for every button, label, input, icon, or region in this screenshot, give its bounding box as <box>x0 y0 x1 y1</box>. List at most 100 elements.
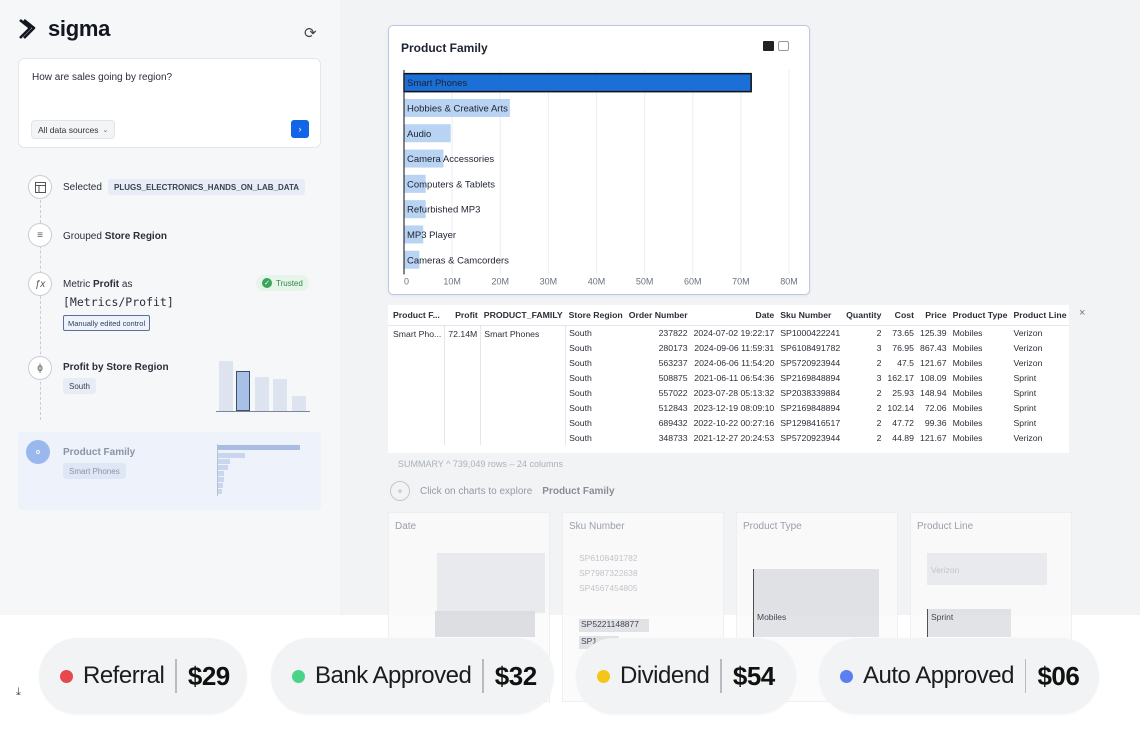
pill-bank-approved[interactable]: Bank Approved $32 <box>271 638 554 714</box>
column-header[interactable]: PRODUCT_FAMILY <box>480 305 566 326</box>
prompt-box[interactable]: How are sales going by region? All data … <box>18 58 321 148</box>
table-cell: 237822 <box>658 327 688 338</box>
product-type-card-title: Product Type <box>743 521 802 532</box>
prompt-question[interactable]: How are sales going by region? <box>32 72 173 83</box>
trusted-badge: ✓ Trusted <box>256 275 309 291</box>
profit-region-title[interactable]: Profit by Store Region <box>63 362 169 373</box>
table-cell: Mobiles <box>952 417 983 428</box>
table-cell: South <box>569 417 592 428</box>
step-selected-label: Selected <box>63 182 102 193</box>
thumb-hbar <box>218 453 245 458</box>
status-dot <box>840 669 853 683</box>
pill-referral[interactable]: Referral $29 <box>39 638 247 714</box>
table-row[interactable]: South 689432 2022-10-22 00:27:16 SP12984165… <box>388 415 1069 430</box>
table-summary[interactable]: SUMMARY ^ 739,049 rows – 24 columns <box>398 459 563 469</box>
compass-icon: ⚬ <box>390 481 410 501</box>
step-metric-label: Metric <box>63 279 91 290</box>
bar-computers-tablets[interactable] <box>404 174 426 193</box>
sku-item[interactable]: SP6108491782 <box>579 553 638 563</box>
table-view-icon[interactable] <box>763 41 774 51</box>
bar-refurbished-mp3[interactable] <box>404 200 426 219</box>
profit-region-thumbnail[interactable] <box>216 360 310 412</box>
pill-dividend[interactable]: Dividend $54 <box>576 638 796 714</box>
table-cell: 2 <box>876 357 882 368</box>
sku-item[interactable]: SP4567454805 <box>579 583 638 593</box>
table-cell: Mobiles <box>952 402 983 413</box>
table-cell: South <box>569 402 592 413</box>
pill-divider <box>482 659 484 693</box>
bar-camera-accessories[interactable] <box>404 149 444 168</box>
bar-cameras-camcorders[interactable] <box>404 250 420 269</box>
chart-title: Product Family <box>401 41 488 55</box>
column-header[interactable]: Product Line <box>1010 305 1069 326</box>
thumb-hbar <box>218 471 224 476</box>
column-header[interactable]: Profit <box>444 305 481 326</box>
product-family-thumbnail[interactable] <box>217 444 307 496</box>
table-row[interactable]: South 348733 2021-12-27 20:24:53 SP57209239… <box>388 430 1069 445</box>
table-cell: South <box>569 387 592 398</box>
table-row[interactable]: South 508875 2021-06-11 06:54:36 SP21698488… <box>388 370 1069 385</box>
bar-audio[interactable] <box>404 124 451 143</box>
table-row[interactable]: Smart Pho... 72.14M Smart Phones South 23782… <box>388 325 1069 445</box>
bar-mp3-player[interactable] <box>404 225 424 244</box>
explore-hint: ⚬ Click on charts to explore Product Fam… <box>390 481 615 501</box>
arrow-right-icon: › <box>298 124 302 134</box>
data-sources-dropdown[interactable]: All data sources ⌄ <box>31 120 116 139</box>
column-header[interactable]: Cost <box>884 305 917 326</box>
thumb-bar-selected <box>236 371 250 411</box>
bar-hobbies-creative-arts[interactable] <box>404 98 510 117</box>
column-header[interactable]: Quantity <box>843 305 885 326</box>
refresh-icon[interactable]: ⟳ <box>304 25 317 42</box>
table-cell: SP2038339884 <box>780 387 841 398</box>
brand-name: sigma <box>48 16 111 41</box>
column-header[interactable]: Product F... <box>388 305 445 326</box>
column-header[interactable]: Store Region <box>565 305 626 326</box>
pill-auto-approved[interactable]: Auto Approved $06 <box>819 638 1099 714</box>
table-cell: 148.94 <box>919 387 947 398</box>
table-row[interactable]: South 557022 2023-07-28 05:13:32 SP20383398… <box>388 385 1069 400</box>
group-cell-product-family[interactable]: Smart Pho... <box>388 325 446 445</box>
thumb-hbar <box>218 489 222 494</box>
column-header[interactable]: Price <box>916 305 950 326</box>
dataset-chip[interactable]: PLUGS_ELECTRONICS_HANDS_ON_LAB_DATA <box>108 179 306 195</box>
region-chip[interactable]: South <box>63 378 96 394</box>
column-header[interactable]: Product Type <box>949 305 1011 326</box>
table-cell: 2 <box>876 387 882 398</box>
sku-item[interactable]: SP5221148877 <box>579 619 649 632</box>
column-header[interactable]: Date <box>690 305 778 326</box>
product-family-chart[interactable]: 0 10M 20M 30M 40M 50M 60M 70M 80M Smart Phones Hob… <box>389 26 811 296</box>
group-cell-profit: 72.14M <box>444 325 482 445</box>
close-icon[interactable]: × <box>1079 307 1086 319</box>
table-cell: 280173 <box>658 342 688 353</box>
step-metric-suffix: as <box>121 279 133 290</box>
table-cell: 102.14 <box>887 402 914 413</box>
table-cell: 563237 <box>658 357 688 368</box>
function-icon: ƒx <box>28 272 52 296</box>
table-row[interactable]: South 280173 2024-09-06 11:59:31 SP61084917… <box>388 340 1069 355</box>
data-table[interactable]: Product F... Profit PRODUCT_FAMILY Store Re… <box>388 305 1069 453</box>
product-family-step-title[interactable]: Product Family <box>63 447 136 458</box>
table-cell: 2024-07-02 19:22:17 <box>693 327 775 338</box>
product-family-chip[interactable]: Smart Phones <box>63 463 126 479</box>
send-button[interactable]: › <box>291 120 309 138</box>
sigma-logo-icon <box>19 18 36 39</box>
thumb-hbar <box>218 465 228 470</box>
table-row[interactable]: South 563237 2024-06-06 11:54:20 SP57209239… <box>388 355 1069 370</box>
check-icon: ✓ <box>262 278 272 288</box>
product-family-chart-card[interactable]: Product Family 0 10M 20M 30M 40M 50M 60M 70M 80M… <box>388 25 810 295</box>
sku-ghost-list: SP6108491782 SP7987322638 SP4567454805 <box>579 551 638 596</box>
table-cell: 2022-10-22 00:27:16 <box>693 417 775 428</box>
product-line-card-title: Product Line <box>917 521 974 532</box>
column-header[interactable]: Order Number <box>625 305 691 326</box>
manual-edit-badge: Manually edited control <box>63 315 151 331</box>
column-header[interactable]: Sku Number <box>777 305 844 326</box>
table-cell: Sprint <box>1013 387 1037 398</box>
chart-toolbar <box>763 41 789 51</box>
pill-value: $54 <box>732 660 775 691</box>
table-cell: Verizon <box>1013 327 1043 338</box>
table-cell: SP5720923944 <box>780 357 841 368</box>
download-icon[interactable]: ⤓ <box>16 686 21 698</box>
sku-item[interactable]: SP7987322638 <box>579 568 638 578</box>
expand-icon[interactable] <box>778 41 789 51</box>
table-row[interactable]: South 512843 2023-12-19 08:09:10 SP21698488… <box>388 400 1069 415</box>
